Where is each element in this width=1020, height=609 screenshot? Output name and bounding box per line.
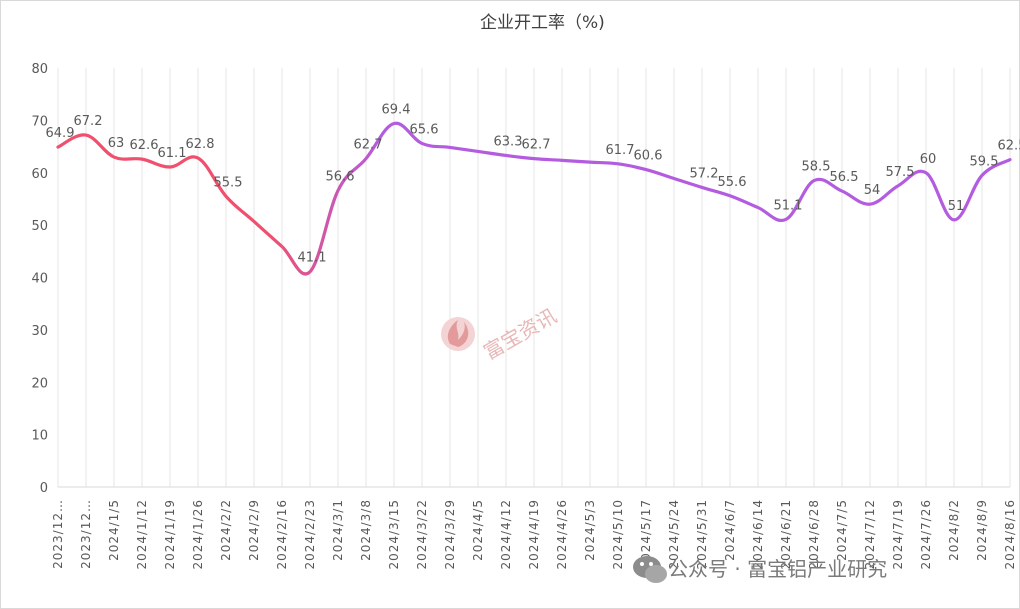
x-tick-label: 2024/2/9: [247, 499, 261, 561]
x-tick-label: 2024/7/12: [863, 499, 877, 570]
x-tick-label: 2024/3/8: [359, 499, 373, 561]
y-tick-label: 40: [31, 272, 48, 287]
data-label: 67.2: [74, 114, 103, 129]
data-label: 64.9: [46, 126, 75, 141]
x-tick-label: 2024/8/2: [947, 499, 961, 561]
data-label: 55.6: [718, 175, 747, 190]
x-tick-label: 2024/7/26: [919, 499, 933, 570]
data-label: 56.6: [326, 170, 355, 185]
y-tick-label: 10: [31, 429, 48, 444]
data-label: 56.5: [830, 170, 859, 185]
x-tick-label: 2024/5/10: [611, 499, 625, 570]
data-label: 58.5: [802, 160, 831, 175]
data-label: 62.7: [522, 138, 551, 153]
y-tick-label: 60: [31, 167, 48, 182]
series-line: [56, 121, 1012, 276]
data-label: 57.5: [886, 165, 915, 180]
data-label: 65.6: [410, 122, 439, 137]
data-label: 69.4: [382, 103, 411, 118]
x-tick-label: 2024/7/5: [835, 499, 849, 561]
x-tick-label: 2024/8/9: [975, 499, 989, 561]
x-tick-label: 2024/1/12: [135, 499, 149, 570]
x-tick-label: 2024/4/26: [555, 499, 569, 570]
y-tick-label: 80: [31, 62, 48, 77]
data-label: 51: [948, 199, 965, 214]
x-tick-label: 2023/12…: [79, 499, 93, 569]
x-tick-label: 2024/4/5: [471, 499, 485, 561]
x-tick-label: 2024/8/16: [1003, 499, 1017, 570]
x-tick-label: 2024/3/15: [387, 499, 401, 570]
x-tick-label: 2024/5/3: [583, 499, 597, 561]
data-label: 61.1: [158, 146, 187, 161]
x-tick-label: 2024/6/14: [751, 499, 765, 570]
x-tick-label: 2024/2/16: [275, 499, 289, 570]
data-label: 62.6: [130, 138, 159, 153]
data-label: 62.5: [998, 139, 1020, 154]
grid-lines: [57, 68, 1011, 488]
data-label: 51.1: [774, 198, 803, 213]
x-tick-label: 2024/6/7: [723, 499, 737, 561]
x-tick-label: 2023/12…: [51, 499, 65, 569]
x-tick-label: 2024/2/23: [303, 499, 317, 570]
y-tick-label: 20: [31, 376, 48, 391]
x-axis: 2023/12… 2023/12… 2024/1/5 2024/1/12 2024/1/…: [51, 499, 1017, 570]
data-label: 57.2: [690, 166, 719, 181]
x-tick-label: 2024/3/1: [331, 499, 345, 561]
legend: 企业开工率（%): [425, 13, 605, 33]
y-tick-label: 70: [31, 114, 48, 129]
x-tick-label: 2024/1/5: [107, 499, 121, 561]
x-tick-label: 2024/2/2: [219, 499, 233, 561]
x-tick-label: 2024/4/12: [499, 499, 513, 570]
data-label: 59.5: [970, 154, 999, 169]
wechat-icon: [633, 556, 667, 583]
data-label: 60.6: [634, 149, 663, 164]
data-label: 62.7: [354, 138, 383, 153]
data-label: 60: [920, 152, 937, 167]
data-label: 63: [108, 136, 125, 151]
x-tick-label: 2024/5/31: [695, 499, 709, 570]
data-label: 62.8: [186, 137, 215, 152]
legend-label: 企业开工率（%): [480, 13, 605, 33]
x-tick-label: 2024/1/26: [191, 499, 205, 570]
y-tick-label: 0: [40, 481, 48, 496]
watermark-wechat-text: 公众号 · 富宝铝产业研究: [668, 557, 887, 581]
x-tick-label: 2024/7/19: [891, 499, 905, 570]
x-tick-label: 2024/3/29: [443, 499, 457, 570]
fubao-logo-icon: [441, 317, 475, 351]
y-tick-label: 50: [31, 219, 48, 234]
x-tick-label: 2024/5/24: [667, 499, 681, 570]
plot-area: 64.967.2 63 62.661.162.8 55.5 41.1 56.6 62.7 69…: [46, 103, 1020, 276]
data-label: 41.1: [298, 251, 327, 266]
y-axis: 0 10 20 30 40 50 60 70 80: [31, 62, 48, 496]
data-label: 55.5: [214, 175, 243, 190]
x-tick-label: 2024/4/19: [527, 499, 541, 570]
x-tick-label: 2024/6/28: [807, 499, 821, 570]
data-label: 63.3: [494, 134, 523, 149]
watermark-logo-text: 富宝资讯: [479, 304, 560, 365]
x-tick-label: 2024/3/22: [415, 499, 429, 570]
data-label: 54: [864, 183, 881, 198]
x-tick-label: 2024/5/17: [639, 499, 653, 570]
y-tick-label: 30: [31, 324, 48, 339]
data-label: 61.7: [606, 143, 635, 158]
x-tick-label: 2024/1/19: [163, 499, 177, 570]
x-tick-label: 2024/6/21: [779, 499, 793, 570]
